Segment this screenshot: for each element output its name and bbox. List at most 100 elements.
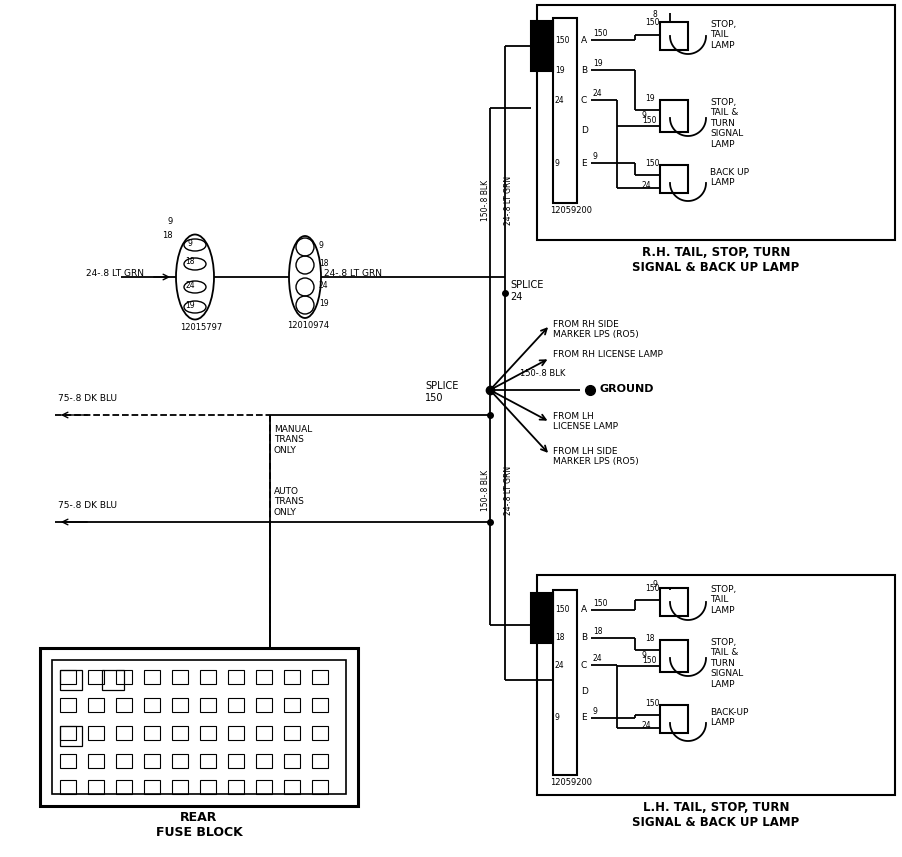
Text: 18: 18 [593,627,602,636]
Bar [537,5,894,240]
Text: 24: 24 [593,89,602,98]
Text: 24: 24 [318,280,328,290]
Bar [227,698,244,712]
Bar [284,670,299,684]
Text: 24: 24 [641,181,651,190]
Bar [171,698,188,712]
Bar [255,698,272,712]
Bar [115,726,132,740]
Bar [312,754,327,768]
Bar [255,726,272,740]
Bar [199,726,216,740]
Text: D: D [580,687,587,697]
Text: 12059200: 12059200 [549,206,592,215]
Bar [60,726,82,746]
Text: 9: 9 [318,241,324,249]
Text: 18: 18 [555,633,564,643]
Bar [60,698,76,712]
Bar [60,754,76,768]
Text: STOP,
TAIL &
TURN
SIGNAL
LAMP: STOP, TAIL & TURN SIGNAL LAMP [709,638,742,689]
Text: STOP,
TAIL
LAMP: STOP, TAIL LAMP [709,585,735,614]
Text: AUTO
TRANS
ONLY: AUTO TRANS ONLY [273,487,304,517]
Text: 150: 150 [644,699,658,708]
Text: 24-.8 LT GRN: 24-.8 LT GRN [86,269,143,278]
Text: E: E [580,714,586,722]
Bar [52,660,345,794]
Text: 9: 9 [555,714,559,722]
Text: STOP,
TAIL
LAMP: STOP, TAIL LAMP [709,20,735,50]
Bar [60,670,76,684]
Text: 24: 24 [555,661,564,669]
Bar [227,726,244,740]
Bar [530,21,552,71]
Bar [227,670,244,684]
Text: FROM RH LICENSE LAMP: FROM RH LICENSE LAMP [552,350,662,359]
Text: E: E [580,159,586,167]
Text: 19: 19 [555,65,564,75]
Text: 12015797: 12015797 [179,322,222,332]
Text: 150: 150 [593,599,607,608]
Text: 9: 9 [188,238,192,248]
Text: SPLICE
150: SPLICE 150 [425,381,458,403]
Bar [171,726,188,740]
Text: 75-.8 DK BLU: 75-.8 DK BLU [58,394,117,403]
Bar [284,780,299,794]
Bar [143,780,160,794]
Text: 150: 150 [644,159,658,168]
Text: A: A [580,606,586,614]
Text: 19: 19 [593,59,602,68]
Text: 150: 150 [555,606,569,614]
Bar [284,698,299,712]
Bar [659,588,687,616]
Bar [312,780,327,794]
Bar [143,726,160,740]
Bar [199,670,216,684]
Text: FROM LH SIDE
MARKER LPS (RO5): FROM LH SIDE MARKER LPS (RO5) [552,447,638,466]
Bar [199,754,216,768]
Bar [115,754,132,768]
Text: 18: 18 [318,259,328,267]
Text: 24: 24 [641,721,651,730]
Bar [87,726,104,740]
Text: C: C [580,95,586,105]
Bar [199,780,216,794]
Bar [659,100,687,132]
Text: 150: 150 [593,29,607,38]
Text: 75-.8 DK BLU: 75-.8 DK BLU [58,501,117,510]
Text: 19: 19 [318,298,328,308]
Text: 18: 18 [644,634,654,643]
Text: STOP,
TAIL &
TURN
SIGNAL
LAMP: STOP, TAIL & TURN SIGNAL LAMP [709,98,742,148]
Text: 12059200: 12059200 [549,778,592,787]
Text: GROUND: GROUND [599,384,654,394]
Text: A: A [580,35,586,45]
Text: 9: 9 [593,152,597,161]
Text: 150: 150 [644,584,658,593]
Bar [199,698,216,712]
Text: 9: 9 [168,217,173,225]
Text: MANUAL
TRANS
ONLY: MANUAL TRANS ONLY [273,425,312,455]
Bar [530,593,552,643]
Text: 150-.8 BLK: 150-.8 BLK [481,179,490,220]
Bar [659,165,687,193]
Bar [40,648,357,806]
Bar [87,754,104,768]
Bar [284,726,299,740]
Bar [60,670,82,690]
Bar [659,640,687,672]
Bar [115,698,132,712]
Text: D: D [580,125,587,135]
Bar [659,705,687,733]
Text: 150-.8 BLK: 150-.8 BLK [520,369,565,378]
Bar [87,780,104,794]
Text: 9: 9 [641,111,646,120]
Bar [659,22,687,50]
Text: 24-.8 LT GRN: 24-.8 LT GRN [324,269,382,278]
Bar [255,780,272,794]
Bar [312,670,327,684]
Bar [171,754,188,768]
Bar [87,698,104,712]
Text: 19: 19 [185,301,195,309]
Text: 9: 9 [652,580,657,589]
Text: B: B [580,65,586,75]
Text: L.H. TAIL, STOP, TURN
SIGNAL & BACK UP LAMP: L.H. TAIL, STOP, TURN SIGNAL & BACK UP L… [631,801,799,829]
